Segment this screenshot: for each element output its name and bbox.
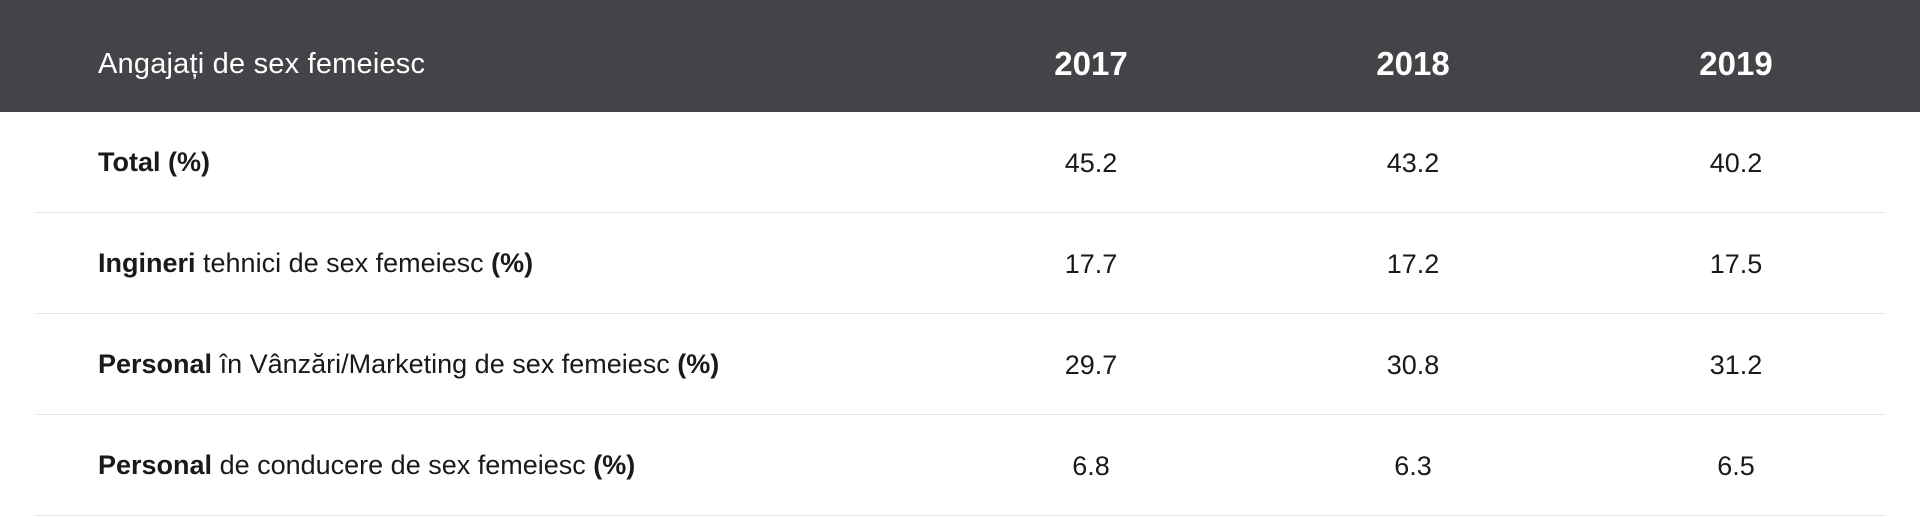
header-year-2018: 2018 [1376,45,1450,82]
table-row-management: Personal de conducere de sex femeiesc (%… [35,415,1886,516]
header-label: Angajați de sex femeiesc [98,48,426,80]
cell-2017: 17.7 [1064,249,1118,279]
row-label-bold-lead: Personal [98,450,213,480]
table-body: Total (%) 45.2 43.2 40.2 Ingineri tehnic… [0,112,1920,516]
row-label-unit: (%) [677,349,720,379]
cell-2019: 17.5 [1709,249,1763,279]
table-header: Angajați de sex femeiesc 2017 2018 2019 [0,0,1920,112]
row-label-unit: (%) [593,450,636,480]
row-label: Personal de conducere de sex femeiesc (%… [98,415,635,515]
row-label-text: în Vânzări/Marketing de sex femeiesc [212,349,678,379]
row-label: Total (%) [98,112,210,212]
cell-2017: 45.2 [1064,148,1118,178]
header-year-2019: 2019 [1699,45,1773,82]
cell-2017: 29.7 [1064,350,1118,380]
cell-2018: 6.3 [1394,451,1432,481]
row-label-text: tehnici de sex femeiesc [195,248,492,278]
cell-2017: 6.8 [1072,451,1110,481]
row-label-unit: (%) [491,248,534,278]
table-row-total: Total (%) 45.2 43.2 40.2 [35,112,1886,213]
cell-2018: 43.2 [1386,148,1440,178]
cell-2018: 17.2 [1386,249,1440,279]
row-label-unit: (%) [160,147,210,177]
cell-2019: 40.2 [1709,148,1763,178]
cell-2019: 31.2 [1709,350,1763,380]
table-row-engineers: Ingineri tehnici de sex femeiesc (%) 17.… [35,213,1886,314]
table-row-sales-marketing: Personal în Vânzări/Marketing de sex fem… [35,314,1886,415]
row-label-bold-lead: Total [98,147,161,177]
row-label: Personal în Vânzări/Marketing de sex fem… [98,314,719,414]
row-label-bold-lead: Personal [98,349,213,379]
row-label: Ingineri tehnici de sex femeiesc (%) [98,213,533,313]
row-label-bold-lead: Ingineri [98,248,196,278]
cell-2019: 6.5 [1717,451,1755,481]
cell-2018: 30.8 [1386,350,1440,380]
header-year-2017: 2017 [1054,45,1128,82]
row-label-text: de conducere de sex femeiesc [212,450,594,480]
